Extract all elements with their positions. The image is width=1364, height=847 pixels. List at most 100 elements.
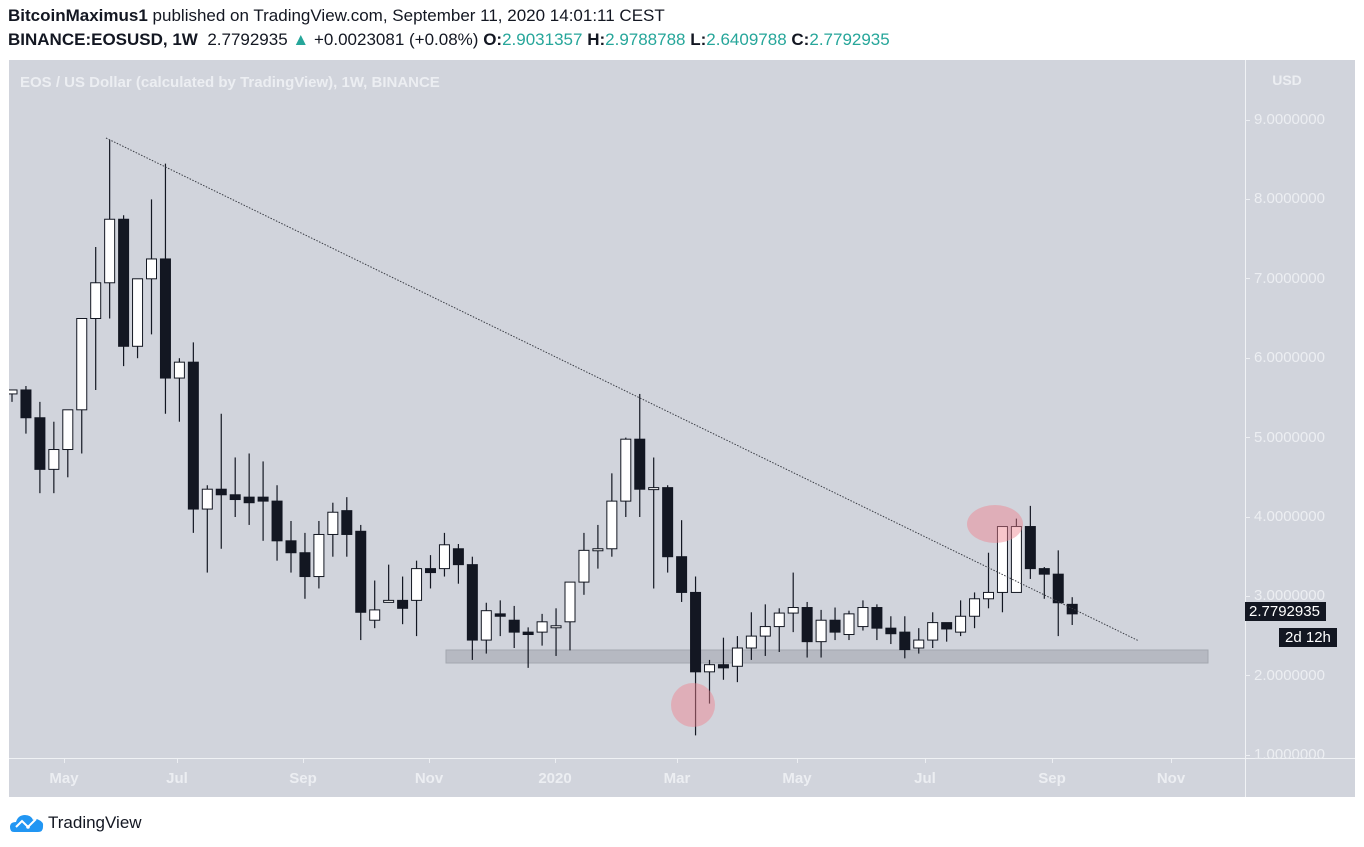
up-arrow-icon: ▲ [292, 30, 310, 49]
candle [132, 278, 144, 359]
candle [411, 560, 423, 637]
candle [815, 609, 827, 658]
price-tick-label: 7.0000000 [1245, 270, 1325, 287]
price-tick-label: 4.0000000 [1245, 508, 1325, 525]
time-tick-mark [677, 759, 678, 763]
high-highlight-circle[interactable] [967, 505, 1023, 543]
close-value: 2.7792935 [809, 30, 890, 49]
candle [522, 627, 534, 668]
candle [313, 520, 325, 589]
high-label: H: [587, 30, 606, 49]
trendline[interactable] [105, 137, 1140, 642]
candle [759, 604, 771, 656]
price-tick-label: 3.0000000 [1245, 587, 1325, 604]
candle [187, 342, 199, 533]
candle [717, 637, 729, 680]
candle [34, 401, 46, 494]
price-tick-label: 1.0000000 [1245, 746, 1325, 763]
candle [397, 576, 409, 625]
candle [62, 409, 74, 478]
candle [829, 607, 841, 641]
candle [215, 413, 227, 549]
candle [941, 622, 953, 642]
last-value: 2.7792935 [207, 30, 288, 49]
candle [983, 552, 994, 609]
time-tick-label: 2020 [538, 770, 572, 787]
candlestick-plot[interactable] [9, 60, 1245, 758]
support-zone[interactable] [445, 649, 1209, 664]
candle [969, 592, 981, 629]
candle [76, 318, 88, 454]
footer-brand: TradingView [10, 812, 142, 834]
candle [913, 628, 925, 654]
time-tick-mark [177, 759, 178, 763]
candle [229, 457, 241, 517]
candle [731, 636, 743, 683]
time-tick-mark [1052, 759, 1053, 763]
published-text: published on TradingView.com, September … [152, 6, 665, 25]
price-tick-label: 5.0000000 [1245, 429, 1325, 446]
candle [648, 457, 660, 589]
time-tick-mark [303, 759, 304, 763]
candle [871, 604, 883, 641]
candle [885, 616, 897, 645]
candle [299, 532, 311, 599]
candle [48, 421, 60, 494]
candle [801, 601, 813, 658]
candle [118, 215, 130, 367]
candle [536, 613, 548, 646]
candle [704, 659, 715, 704]
publish-info: BitcoinMaximus1 published on TradingView… [8, 6, 665, 26]
high-value: 2.9788788 [605, 30, 686, 49]
bar-countdown-label: 2d 12h [1279, 628, 1337, 647]
candle [857, 600, 869, 631]
candle [355, 524, 367, 641]
candle [1038, 567, 1050, 599]
candle [480, 602, 492, 654]
time-tick-mark [64, 759, 65, 763]
author-name[interactable]: BitcoinMaximus1 [8, 6, 148, 25]
price-tick-label: 2.0000000 [1245, 667, 1325, 684]
ohlc-header: BINANCE:EOSUSD, 1W 2.7792935 ▲ +0.002308… [8, 30, 890, 50]
time-tick-label: May [49, 770, 79, 787]
open-label: O: [483, 30, 503, 49]
candle [634, 393, 646, 517]
candle [90, 247, 102, 390]
candle [996, 526, 1008, 613]
time-tick-label: Jul [166, 770, 188, 787]
candle [550, 608, 562, 656]
price-tick-label: 6.0000000 [1245, 349, 1325, 366]
candle [787, 572, 799, 633]
currency-label: USD [1272, 72, 1302, 88]
time-tick-label: Nov [1156, 770, 1186, 787]
time-tick-mark [1171, 759, 1172, 763]
candle [438, 532, 450, 577]
candle [1024, 505, 1036, 579]
candle [383, 564, 395, 603]
candle [20, 385, 32, 434]
candle [243, 453, 255, 525]
time-tick-mark [925, 759, 926, 763]
candle [257, 461, 269, 541]
candle [1010, 518, 1022, 593]
low-highlight-circle[interactable] [671, 683, 715, 727]
candle [271, 485, 283, 561]
candle [104, 139, 116, 319]
price-tick-label: 8.0000000 [1245, 190, 1325, 207]
candle [341, 497, 353, 557]
candle [620, 437, 632, 517]
candle [327, 502, 339, 557]
candle [773, 608, 785, 652]
symbol-label: BINANCE:EOSUSD, 1W [8, 30, 198, 49]
footer-brand-text: TradingView [48, 813, 142, 832]
chart-area[interactable]: EOS / US Dollar (calculated by TradingVi… [9, 60, 1355, 797]
candle [899, 616, 911, 659]
tradingview-logo-icon [10, 815, 44, 832]
candle [662, 485, 674, 573]
time-axis-divider [9, 758, 1355, 759]
change-value: +0.0023081 (+0.08%) [313, 30, 479, 49]
time-tick-mark [429, 759, 430, 763]
open-value: 2.9031357 [502, 30, 583, 49]
candle [1052, 550, 1064, 637]
candle [578, 532, 590, 595]
